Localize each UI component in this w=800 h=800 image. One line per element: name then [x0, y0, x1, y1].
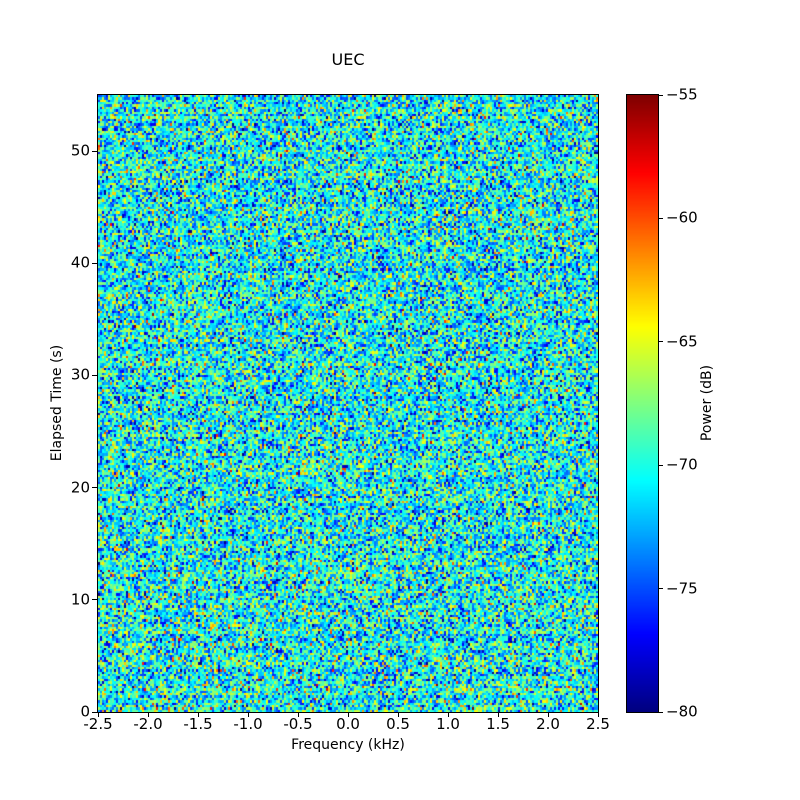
colorbar: [626, 94, 659, 713]
y-tick-mark: [92, 711, 97, 713]
y-tick-mark: [92, 262, 97, 264]
x-tick-label: -0.5: [283, 715, 313, 733]
y-axis-label: Elapsed Time (s): [49, 344, 65, 462]
x-tick-mark: [197, 712, 199, 717]
colorbar-tick-label: −70: [666, 455, 698, 474]
figure-title: UEC: [331, 50, 365, 69]
colorbar-tick-label: −65: [666, 332, 698, 351]
x-tick-mark: [247, 712, 249, 717]
y-tick-label: 10: [70, 590, 90, 609]
x-tick-mark: [547, 712, 549, 717]
colorbar-gradient: [627, 95, 658, 712]
colorbar-tick-mark: [658, 217, 663, 219]
x-axis-label: Frequency (kHz): [291, 737, 405, 753]
colorbar-tick-mark: [658, 341, 663, 343]
x-tick-label: 1.0: [436, 715, 460, 733]
x-tick-mark: [497, 712, 499, 717]
x-tick-label: 0.5: [386, 715, 410, 733]
colorbar-tick-label: −55: [666, 85, 698, 104]
x-tick-mark: [397, 712, 399, 717]
colorbar-tick-mark: [658, 711, 663, 713]
y-tick-label: 0: [80, 702, 90, 721]
colorbar-tick-mark: [658, 94, 663, 96]
x-tick-label: 2.5: [586, 715, 610, 733]
colorbar-tick-mark: [658, 464, 663, 466]
x-tick-mark: [147, 712, 149, 717]
colorbar-tick-label: −80: [666, 702, 698, 721]
colorbar-tick-mark: [658, 588, 663, 590]
y-tick-mark: [92, 150, 97, 152]
x-tick-mark: [97, 712, 99, 717]
x-tick-label: 0.0: [336, 715, 360, 733]
colorbar-label: Power (dB): [699, 364, 715, 442]
y-tick-label: 30: [70, 365, 90, 384]
x-tick-label: -1.0: [233, 715, 263, 733]
y-tick-label: 50: [70, 141, 90, 160]
x-tick-label: -2.0: [133, 715, 163, 733]
x-tick-mark: [297, 712, 299, 717]
x-tick-mark: [447, 712, 449, 717]
colorbar-tick-label: −60: [666, 208, 698, 227]
colorbar-tick-label: −75: [666, 579, 698, 598]
y-tick-label: 40: [70, 253, 90, 272]
y-tick-mark: [92, 599, 97, 601]
x-tick-mark: [597, 712, 599, 717]
y-tick-mark: [92, 374, 97, 376]
y-tick-mark: [92, 487, 97, 489]
x-tick-label: -2.5: [83, 715, 113, 733]
x-tick-mark: [347, 712, 349, 717]
y-tick-label: 20: [70, 478, 90, 497]
spectrogram-image: [98, 95, 598, 712]
x-tick-label: 1.5: [486, 715, 510, 733]
x-tick-label: 2.0: [536, 715, 560, 733]
x-tick-label: -1.5: [183, 715, 213, 733]
plot-area: [97, 94, 599, 713]
